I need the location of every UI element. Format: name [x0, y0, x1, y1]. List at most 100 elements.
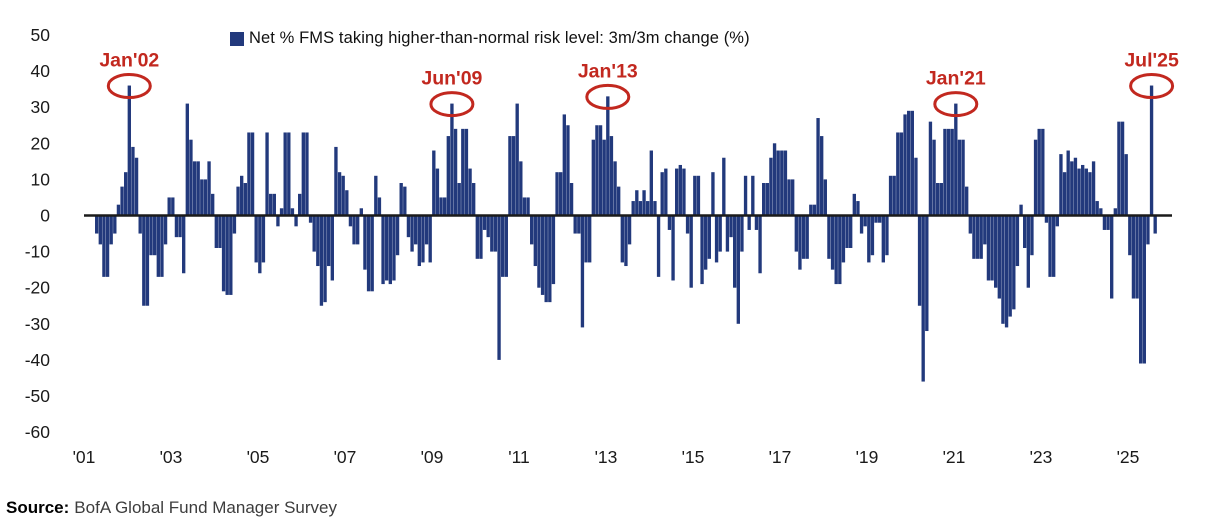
bar	[704, 215, 708, 270]
bar	[1113, 208, 1117, 216]
x-axis-tick-label: '01	[73, 447, 96, 467]
bar	[356, 215, 360, 245]
bar	[221, 215, 226, 292]
bar	[1099, 208, 1103, 216]
bar	[809, 204, 813, 216]
bar	[722, 157, 726, 216]
bar	[899, 132, 904, 216]
bar	[127, 85, 131, 216]
bar	[370, 215, 374, 292]
bar	[580, 215, 585, 328]
bar	[392, 215, 396, 281]
bar	[613, 161, 617, 216]
bar	[631, 201, 635, 216]
bar	[363, 215, 367, 270]
bar	[540, 215, 545, 295]
bar	[588, 215, 592, 263]
bar	[424, 215, 429, 245]
bar	[874, 215, 878, 223]
bar	[171, 197, 175, 216]
bar	[682, 168, 686, 216]
x-axis-tick-label: '11	[508, 447, 530, 467]
x-axis-tick-label: '21	[943, 447, 966, 467]
bar	[178, 215, 182, 238]
bar	[1030, 215, 1034, 256]
bar	[1037, 128, 1041, 216]
y-axis-tick-label: -50	[25, 386, 51, 406]
bar	[272, 193, 276, 216]
bar	[337, 172, 342, 216]
bar	[914, 157, 918, 216]
bar	[834, 215, 838, 285]
bar	[276, 215, 280, 227]
bar	[566, 125, 570, 216]
bar	[468, 168, 472, 216]
bar	[254, 215, 258, 263]
bar	[504, 215, 508, 277]
bar	[754, 215, 759, 230]
bar	[229, 215, 233, 295]
bar	[577, 215, 581, 234]
bar	[671, 215, 675, 281]
bar	[910, 110, 914, 216]
bar	[562, 114, 566, 216]
bar	[805, 215, 809, 259]
source-label: Source:	[6, 498, 70, 517]
bar	[696, 175, 701, 216]
bar	[1077, 168, 1081, 216]
bar	[174, 215, 179, 238]
bar	[327, 215, 331, 267]
bar	[859, 215, 864, 234]
x-axis-tick-label: '19	[856, 447, 879, 467]
bar	[950, 128, 954, 216]
bar	[1066, 150, 1070, 216]
bar	[1026, 215, 1030, 288]
y-axis-tick-label: 30	[31, 97, 51, 117]
bar	[1041, 128, 1045, 216]
bar	[729, 215, 733, 238]
chart-legend: Net % FMS taking higher-than-normal risk…	[230, 29, 750, 48]
bar	[863, 215, 867, 227]
bar	[95, 215, 99, 234]
bar	[762, 183, 766, 216]
bar	[153, 215, 157, 256]
bar	[98, 215, 102, 245]
bar	[649, 150, 653, 216]
bar	[635, 190, 639, 216]
bar	[319, 215, 324, 306]
bar	[1070, 161, 1074, 216]
bar	[207, 161, 211, 216]
bar	[134, 157, 139, 216]
annotation-circle	[933, 91, 979, 118]
bar	[1012, 215, 1016, 310]
bar	[511, 136, 516, 216]
bar	[522, 197, 527, 216]
bar	[428, 215, 432, 263]
x-axis-tick-label: '25	[1117, 447, 1140, 467]
bar	[381, 215, 385, 285]
bar	[885, 215, 889, 256]
bar	[1044, 215, 1049, 223]
bar	[1019, 204, 1023, 216]
bar	[403, 186, 407, 216]
y-axis-tick-label: 10	[31, 169, 51, 189]
bar	[435, 168, 440, 216]
bar	[544, 215, 548, 303]
bar	[994, 215, 998, 288]
bar	[555, 172, 559, 216]
bar	[388, 215, 392, 285]
bar	[406, 215, 411, 238]
bar	[482, 215, 487, 230]
bar	[838, 215, 842, 285]
bar	[965, 186, 969, 216]
bar	[269, 193, 273, 216]
bar	[1135, 215, 1139, 299]
bar	[377, 197, 382, 216]
bar	[334, 146, 338, 216]
bar	[261, 215, 266, 263]
legend-label: Net % FMS taking higher-than-normal risk…	[249, 29, 750, 47]
bar	[700, 215, 704, 285]
risk-change-bar-chart: 50 40 30 20 10 0 -10 -20 -30 -40 -50 -60 '01 '03 '05 '0…	[25, 25, 1179, 467]
bar	[341, 175, 345, 216]
